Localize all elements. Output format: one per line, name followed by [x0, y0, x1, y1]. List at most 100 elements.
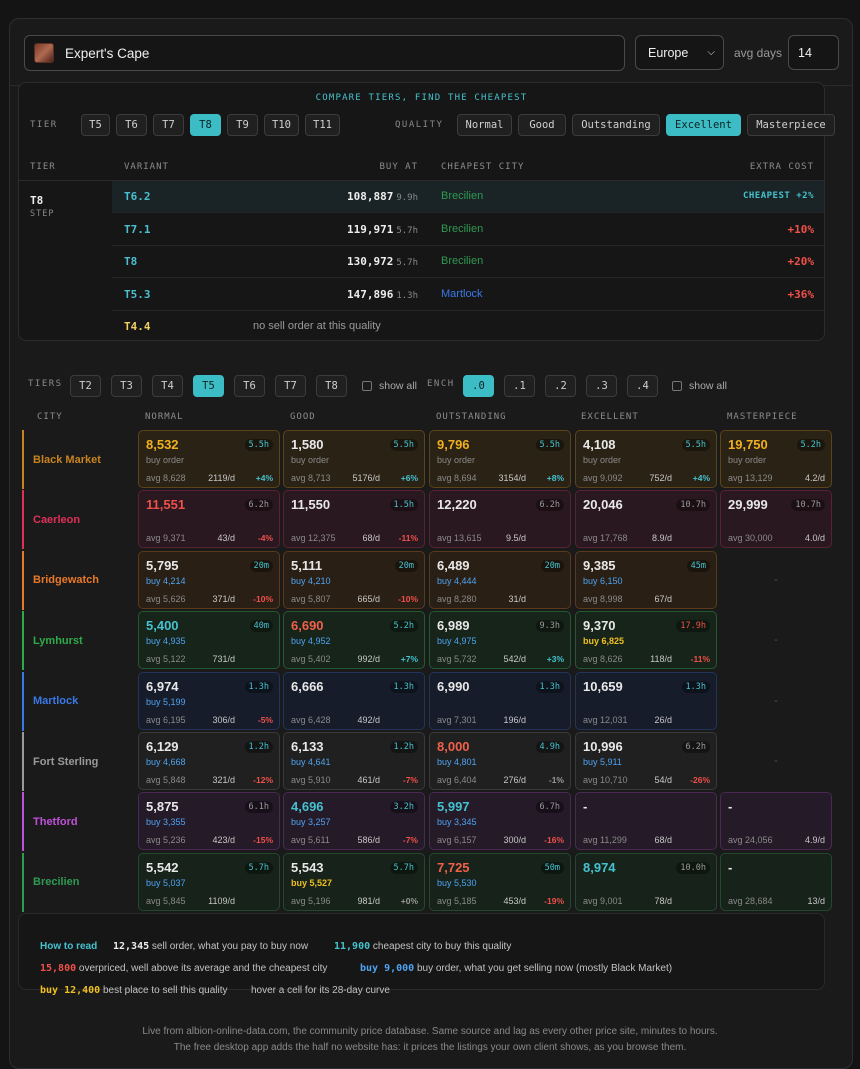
variant-label: T5.3: [124, 287, 151, 301]
avg-price: avg 8,280: [437, 593, 477, 604]
price-cell[interactable]: 4,108 5.5h buy order avg 9,092 752/d +4%: [575, 430, 717, 488]
price-age-badge: 5.5h: [389, 439, 418, 451]
compare-row[interactable]: T5.3 147,896 1.3h Martlock +36%: [112, 279, 824, 311]
grid-tier-t6[interactable]: T6: [234, 375, 265, 397]
avg-price: avg 24,056: [728, 835, 773, 846]
sell-price: 9,796: [437, 437, 470, 452]
price-cell[interactable]: 5,400 40m buy 4,935 avg 5,122 731/d: [138, 611, 280, 670]
ench-dot3[interactable]: .3: [586, 375, 617, 397]
price-cell[interactable]: 9,370 17.9h buy 6,825 avg 8,626 118/d -11%: [575, 611, 717, 670]
buy-order: buy order: [728, 455, 767, 465]
price-cell[interactable]: 7,725 50m buy 5,530 avg 5,185 453/d -19%: [429, 852, 571, 911]
grid-header-normal: NORMAL: [145, 412, 184, 422]
tier-tab-t9[interactable]: T9: [227, 114, 258, 136]
show-all-tiers-label: show all: [379, 380, 417, 392]
daily-volume: 492/d: [357, 714, 380, 725]
price-cell[interactable]: 12,220 6.2h avg 13,615 9.5/d: [429, 490, 571, 549]
price-age-badge: 5.7h: [389, 861, 418, 874]
price-cell[interactable]: 6,133 1.2h buy 4,641 avg 5,910 461/d -7%: [283, 732, 425, 790]
legend-over-sample: 15,800: [40, 963, 77, 974]
daily-volume: 461/d: [357, 775, 380, 785]
price-cell[interactable]: 10,996 6.2h buy 5,911 avg 10,710 54/d -26%: [575, 732, 717, 790]
item-search-field[interactable]: Expert's Cape: [24, 35, 625, 71]
grid-tier-t3[interactable]: T3: [111, 375, 142, 397]
avg-price: avg 6,195: [146, 714, 186, 725]
price-cell[interactable]: 8,000 4.9h buy 4,801 avg 6,404 276/d -1%: [429, 732, 571, 790]
quality-tab-masterpiece[interactable]: Masterpiece: [747, 114, 835, 136]
price-age-badge: 5.5h: [244, 439, 273, 451]
price-cell[interactable]: 5,997 6.7h buy 3,345 avg 6,157 300/d -16%: [429, 792, 571, 851]
price-cell[interactable]: - avg 24,056 4.9/d: [720, 792, 832, 851]
price-age-badge: 10.0h: [676, 861, 710, 874]
price-age-badge: 6.1h: [244, 801, 273, 814]
show-all-ench-checkbox[interactable]: [672, 381, 682, 391]
grid-tier-t7[interactable]: T7: [275, 375, 306, 397]
price-cell[interactable]: 5,875 6.1h buy 3,355 avg 5,236 423/d -15%: [138, 792, 280, 851]
buy-order: buy 4,641: [291, 757, 331, 767]
price-cell[interactable]: 11,551 6.2h avg 9,371 43/d -4%: [138, 490, 280, 549]
price-cell[interactable]: - avg 28,684 13/d: [720, 852, 832, 911]
city-bridgewatch: Bridgewatch: [22, 550, 127, 610]
price-cell[interactable]: 9,385 45m buy 6,150 avg 8,998 67/d: [575, 550, 717, 609]
tier-tab-t8[interactable]: T8: [190, 114, 221, 136]
tier-tab-t10[interactable]: T10: [264, 114, 299, 136]
tier-tab-t11[interactable]: T11: [305, 114, 340, 136]
ench-dot0[interactable]: .0: [463, 375, 494, 397]
compare-row-empty[interactable]: T4.4 no sell order at this quality: [112, 311, 824, 343]
quality-tab-normal[interactable]: Normal: [457, 114, 512, 136]
quality-tab-outstanding[interactable]: Outstanding: [572, 114, 660, 136]
price-cell[interactable]: 6,666 1.3h avg 6,428 492/d: [283, 671, 425, 730]
avg-price: avg 30,000: [728, 533, 773, 544]
compare-row[interactable]: T7.1 119,971 5.7h Brecilien +10%: [112, 214, 824, 246]
tier-tab-t5[interactable]: T5: [81, 114, 110, 136]
grid-tier-t2[interactable]: T2: [70, 375, 101, 397]
avg-price: avg 6,428: [291, 714, 331, 725]
buy-order: buy 4,210: [291, 575, 331, 586]
grid-tier-t4[interactable]: T4: [152, 375, 183, 397]
price-cell[interactable]: 20,046 10.7h avg 17,768 8.9/d: [575, 490, 717, 549]
price-cell[interactable]: 10,659 1.3h avg 12,031 26/d: [575, 671, 717, 730]
price-cell[interactable]: 6,989 9.3h buy 4,975 avg 5,732 542/d +3%: [429, 611, 571, 670]
price-cell[interactable]: 6,690 5.2h buy 4,952 avg 5,402 992/d +7%: [283, 611, 425, 670]
quality-tab-excellent[interactable]: Excellent: [666, 114, 741, 136]
price-cell[interactable]: 5,542 5.7h buy 5,037 avg 5,845 1109/d: [138, 852, 280, 911]
price-age-badge: 1.3h: [535, 680, 564, 693]
sell-price: 6,974: [146, 678, 179, 694]
tier-tab-t7[interactable]: T7: [153, 114, 184, 136]
price-diff: -12%: [253, 775, 273, 785]
buy-at-price: 130,972 5.7h: [346, 255, 418, 268]
price-cell[interactable]: 8,974 10.0h avg 9,001 78/d: [575, 852, 717, 911]
show-all-tiers-checkbox[interactable]: [362, 381, 372, 391]
price-cell[interactable]: 11,550 1.5h avg 12,375 68/d -11%: [283, 490, 425, 549]
price-cell[interactable]: 5,543 5.7h buy 5,527 avg 5,196 981/d +0%: [283, 852, 425, 911]
price-diff: -19%: [544, 895, 564, 906]
ench-dot4[interactable]: .4: [627, 375, 658, 397]
grid-tier-t8[interactable]: T8: [316, 375, 347, 397]
region-select[interactable]: Europe ⌵: [635, 35, 724, 70]
grid-tier-t5[interactable]: T5: [193, 375, 224, 397]
avg-days-input[interactable]: 14: [788, 35, 839, 70]
compare-row[interactable]: T6.2 108,887 9.9h Brecilien CHEAPEST +2%: [112, 181, 824, 213]
price-cell[interactable]: 6,974 1.3h buy 5,199 avg 6,195 306/d -5%: [138, 671, 280, 730]
chevron-down-icon: ⌵: [707, 47, 715, 58]
price-cell[interactable]: 6,990 1.3h avg 7,301 196/d: [429, 671, 571, 730]
legend-best-sample: buy 12,400: [40, 985, 101, 996]
price-cell[interactable]: 4,696 3.2h buy 3,257 avg 5,611 586/d -7%: [283, 792, 425, 851]
legend-hover-text: hover a cell for its 28-day curve: [251, 985, 390, 996]
price-cell[interactable]: - avg 11,299 68/d: [575, 792, 717, 851]
quality-tab-good[interactable]: Good: [518, 114, 566, 136]
sell-price: 8,532: [146, 437, 179, 452]
compare-row[interactable]: T8 130,972 5.7h Brecilien +20%: [112, 246, 824, 278]
price-cell[interactable]: 19,750 5.2h buy order avg 13,129 4.2/d: [720, 430, 832, 488]
ench-dot2[interactable]: .2: [545, 375, 576, 397]
ench-dot1[interactable]: .1: [504, 375, 535, 397]
price-cell[interactable]: 6,489 20m buy 4,444 avg 8,280 31/d: [429, 550, 571, 609]
price-cell[interactable]: 8,532 5.5h buy order avg 8,628 2119/d +4%: [138, 430, 280, 488]
price-cell[interactable]: 1,580 5.5h buy order avg 8,713 5176/d +6%: [283, 430, 425, 488]
price-cell[interactable]: 5,111 20m buy 4,210 avg 5,807 665/d -10%: [283, 550, 425, 609]
tier-tab-t6[interactable]: T6: [116, 114, 147, 136]
price-cell[interactable]: 9,796 5.5h buy order avg 8,694 3154/d +8%: [429, 430, 571, 488]
price-cell[interactable]: 29,999 10.7h avg 30,000 4.0/d: [720, 490, 832, 549]
price-cell[interactable]: 6,129 1.2h buy 4,668 avg 5,848 321/d -12%: [138, 732, 280, 790]
price-cell[interactable]: 5,795 20m buy 4,214 avg 5,626 371/d -10%: [138, 550, 280, 609]
